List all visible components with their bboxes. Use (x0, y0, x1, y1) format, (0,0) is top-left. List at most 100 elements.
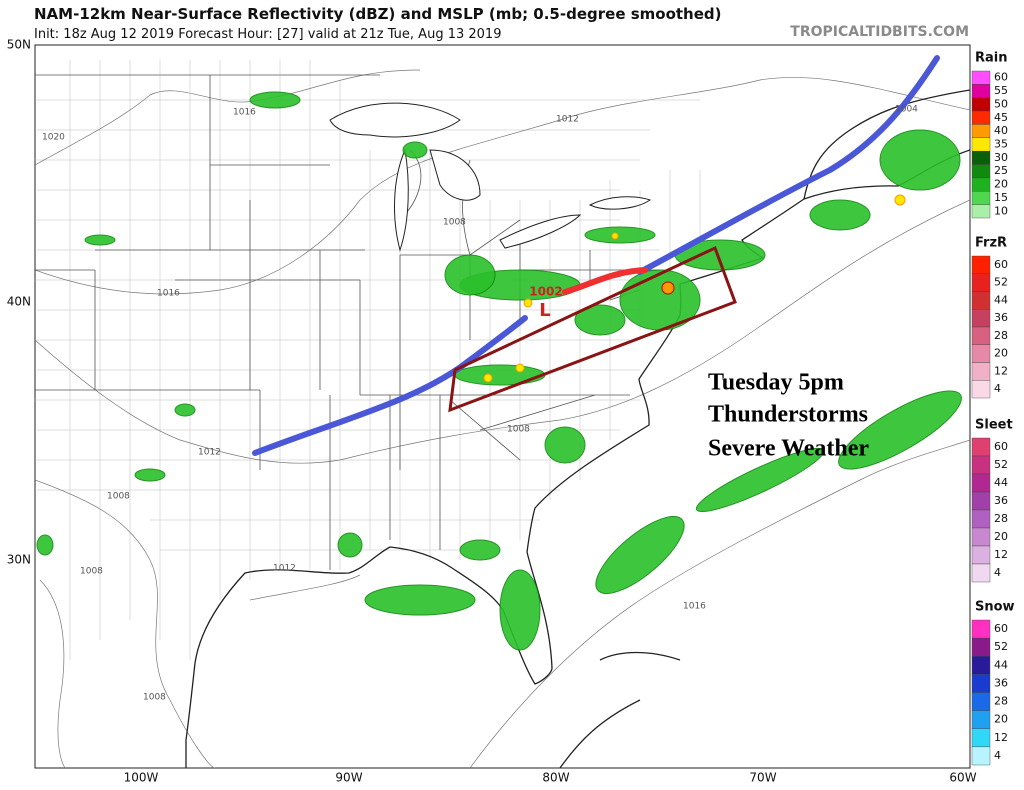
legend-swatch (971, 455, 991, 475)
lat-label: 40N (7, 295, 31, 309)
legend-swatch (971, 545, 991, 565)
isobar-label: 1008 (107, 492, 130, 502)
legend-label: 60 (994, 622, 1008, 635)
legends: Rain6055504540353025201510FrzR6052443628… (971, 51, 1015, 766)
lon-label: 90W (335, 771, 362, 785)
legend-swatch (971, 362, 991, 381)
lon-labels: 100W 90W 80W 70W 60W (124, 771, 977, 785)
legend-label: 20 (994, 713, 1008, 726)
legend-swatch (971, 255, 991, 274)
legend-label: 35 (994, 138, 1008, 151)
legend-label: 60 (994, 258, 1008, 271)
legend-swatch (971, 97, 991, 112)
title: NAM-12km Near-Surface Reflectivity (dBZ)… (34, 5, 722, 23)
legend-label: 20 (994, 530, 1008, 543)
legend-label: 36 (994, 311, 1008, 324)
legend-swatch (971, 509, 991, 529)
annotation: Thunderstorms (708, 402, 868, 428)
legend-label: 10 (994, 204, 1008, 217)
legend-label: 28 (994, 695, 1008, 708)
legend-swatch (971, 619, 991, 639)
lon-label: 100W (124, 771, 159, 785)
legend-label: 30 (994, 151, 1008, 164)
legend-label: 55 (994, 84, 1008, 97)
legend-label: 36 (994, 494, 1008, 507)
isobar-labels: 1016 1020 1016 1012 1008 1004 1008 1012 … (42, 105, 918, 703)
legend-swatch (971, 380, 991, 399)
legend-title: FrzR (975, 236, 1007, 251)
legend-swatch (971, 204, 991, 219)
legend-label: 15 (994, 191, 1008, 204)
lat-label: 30N (7, 553, 31, 567)
precipitation (36, 91, 962, 651)
low-symbol: L (539, 300, 550, 321)
legend-swatch (971, 473, 991, 493)
legend-swatch (971, 692, 991, 711)
legend-swatch (971, 150, 991, 165)
legend-swatch (971, 437, 991, 457)
legend-label: 4 (994, 566, 1001, 579)
legend-swatch (971, 137, 991, 152)
isobar-label: 1016 (233, 108, 256, 118)
legend-swatch (971, 746, 991, 766)
legend-swatch (971, 563, 991, 583)
legend-swatch (971, 291, 991, 310)
legend-label: 50 (994, 97, 1008, 110)
legend-label: 60 (994, 71, 1008, 84)
isobar-label: 1004 (895, 105, 918, 115)
legend-title: Rain (975, 51, 1008, 66)
legend-label: 4 (994, 382, 1001, 395)
isobar-label: 1016 (157, 289, 180, 299)
legend-title: Sleet (975, 418, 1013, 433)
legend-label: 44 (994, 658, 1008, 671)
subtitle: Init: 18z Aug 12 2019 Forecast Hour: [27… (34, 27, 501, 42)
legend-label: 40 (994, 124, 1008, 137)
legend-swatch (971, 674, 991, 693)
legend-label: 12 (994, 731, 1008, 744)
legend-swatch (971, 637, 991, 657)
legend-label: 52 (994, 458, 1008, 471)
isobar-label: 1008 (143, 693, 166, 703)
isobar-label: 1016 (683, 602, 706, 612)
annotation: Severe Weather (708, 436, 869, 462)
legend-swatch (971, 177, 991, 192)
low-pressure: 1002 (529, 285, 562, 299)
legend-swatch (971, 728, 991, 748)
legend-label: 52 (994, 640, 1008, 653)
lat-labels: 50N 40N 30N (7, 38, 31, 567)
legend-label: 20 (994, 178, 1008, 191)
isobar-label: 1012 (198, 448, 221, 458)
legend-label: 28 (994, 512, 1008, 525)
legend-swatch (971, 110, 991, 125)
legend-label: 36 (994, 676, 1008, 689)
legend-swatch (971, 710, 991, 729)
lon-label: 70W (749, 771, 776, 785)
annotation: Tuesday 5pm (708, 370, 844, 396)
legend-swatch (971, 527, 991, 547)
legend-swatch (971, 656, 991, 675)
legend-swatch (971, 164, 991, 179)
legend-swatch (971, 70, 991, 85)
isobar-label: 1020 (42, 133, 65, 143)
map (34, 44, 971, 769)
legend-swatch (971, 191, 991, 205)
legend-label: 44 (994, 293, 1008, 306)
lon-label: 80W (542, 771, 569, 785)
legend-label: 12 (994, 548, 1008, 561)
legend-label: 60 (994, 440, 1008, 453)
legend-label: 4 (994, 749, 1001, 762)
legend-swatch (971, 273, 991, 292)
legend-label: 28 (994, 329, 1008, 342)
legend-swatch (971, 491, 991, 511)
legend-label: 20 (994, 347, 1008, 360)
credit: TROPICALTIDBITS.COM (790, 24, 969, 40)
isobar-label: 1012 (273, 564, 296, 574)
legend-label: 12 (994, 364, 1008, 377)
isobar-label: 1012 (556, 115, 579, 125)
isobar-label: 1008 (507, 425, 530, 435)
isobar-label: 1008 (443, 218, 466, 228)
lon-label: 60W (949, 771, 976, 785)
legend-swatch (971, 344, 991, 363)
legend-swatch (971, 309, 991, 328)
legend-title: Snow (975, 600, 1015, 615)
